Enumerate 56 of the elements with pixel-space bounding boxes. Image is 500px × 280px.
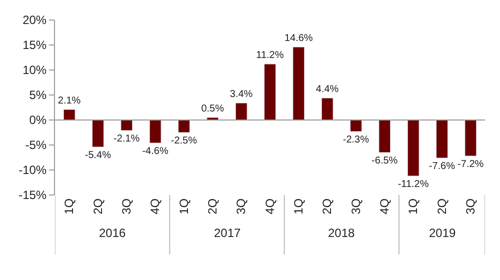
bar [407, 120, 420, 176]
bar [378, 120, 391, 153]
x-tick-label: 2Q [320, 198, 334, 214]
text: 2017 [214, 226, 242, 240]
bar [264, 64, 276, 120]
x-tick-label: 2Q [434, 198, 449, 214]
x-tick-label: 1Q [176, 198, 191, 214]
bar [149, 120, 162, 144]
data-label: 0.5% [201, 104, 224, 114]
bar [436, 120, 448, 158]
x-tick-label: 3Q [234, 198, 248, 214]
x-tick-label: 1Q [292, 198, 306, 214]
x-tick-label: 4Q [378, 198, 392, 214]
y-tick-label: 20% [22, 13, 47, 28]
y-tick-label: -10% [18, 163, 47, 178]
bar [178, 120, 190, 133]
bar [235, 102, 248, 120]
x-tick-label: 3Q [464, 198, 478, 214]
text: 2019 [429, 226, 456, 240]
x-tick-label: 4Q [148, 198, 162, 214]
bar [120, 120, 133, 131]
x-tick-label: 1Q [62, 198, 76, 214]
data-label: -2.5% [170, 136, 198, 146]
data-label: -2.3% [342, 134, 370, 146]
bar [321, 98, 334, 120]
x-tick-label: 4Q [262, 198, 277, 214]
data-label: 11.2% [256, 50, 284, 61]
data-label: -5.4% [84, 150, 112, 161]
x-tick-label: 2Q [206, 198, 220, 214]
bar [63, 109, 76, 120]
y-tick-label: -15% [18, 188, 47, 202]
bar [350, 120, 362, 132]
bar [292, 46, 305, 120]
x-tick-label: 3Q [120, 198, 134, 214]
data-label: 4.4% [316, 84, 339, 95]
bar [464, 120, 477, 156]
y-tick-label: 0% [29, 113, 47, 128]
data-label: -6.5% [372, 156, 398, 166]
data-label: -7.2% [458, 159, 484, 170]
y-tick-label: 5% [29, 88, 47, 102]
data-label: 14.6% [284, 33, 313, 44]
data-label: -2.1% [114, 134, 140, 144]
x-tick-label: 3Q [348, 198, 363, 214]
text: 2016 [99, 226, 126, 240]
y-tick-label: 10% [22, 63, 47, 78]
y-tick-label: 15% [22, 38, 47, 52]
data-label: -7.6% [428, 161, 456, 172]
y-tick-label: -5% [25, 138, 47, 152]
data-label: -4.6% [142, 146, 168, 157]
data-label: 2.1% [58, 96, 81, 106]
text: 2018 [328, 226, 356, 240]
x-tick-label: 2Q [90, 198, 105, 214]
data-label: 3.4% [230, 89, 253, 100]
x-tick-label: 1Q [406, 198, 420, 214]
bar [92, 120, 104, 148]
data-label: -11.2% [398, 179, 429, 190]
